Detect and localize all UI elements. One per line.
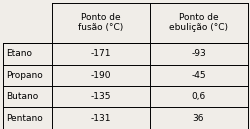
Text: 36: 36 — [193, 114, 204, 123]
Text: Etano: Etano — [6, 49, 32, 58]
Text: 0,6: 0,6 — [192, 92, 205, 101]
Text: Butano: Butano — [6, 92, 38, 101]
Text: -45: -45 — [191, 71, 206, 80]
Text: Pentano: Pentano — [6, 114, 43, 123]
Text: Propano: Propano — [6, 71, 43, 80]
Text: -190: -190 — [90, 71, 111, 80]
Text: -131: -131 — [90, 114, 111, 123]
Text: -93: -93 — [191, 49, 206, 58]
Text: Ponto de
fusão (°C): Ponto de fusão (°C) — [78, 13, 123, 33]
Text: -171: -171 — [90, 49, 111, 58]
Text: Ponto de
ebulição (°C): Ponto de ebulição (°C) — [169, 13, 228, 33]
Text: -135: -135 — [90, 92, 111, 101]
